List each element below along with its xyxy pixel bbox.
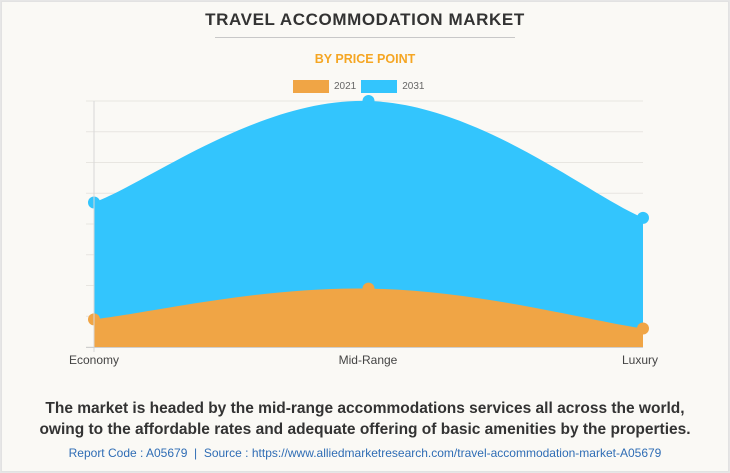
legend-swatch-2021 (293, 79, 329, 93)
chart-subtitle: BY PRICE POINT (314, 52, 416, 66)
source-footer[interactable]: Report Code : A05679 | Source : https://… (68, 446, 662, 460)
x-tick-economy: Economy (68, 353, 120, 367)
data-point-2031[interactable] (637, 211, 649, 224)
title-divider (215, 37, 515, 38)
x-tick-mid-range: Mid-Range (338, 353, 398, 367)
legend-label: 2021 (334, 80, 357, 92)
x-tick-luxury: Luxury (621, 353, 659, 367)
data-point-2031[interactable] (362, 95, 375, 107)
legend-item-2021[interactable]: 2021 (293, 79, 357, 93)
legend: 2021 2031 (293, 79, 430, 93)
legend-item-2031[interactable]: 2031 (361, 79, 425, 93)
legend-label: 2031 (402, 80, 425, 92)
caption-line-1: The market is headed by the mid-range ac… (45, 400, 685, 417)
area-series-2021[interactable] (94, 288, 643, 347)
area-series-2031[interactable] (94, 100, 643, 348)
data-point-2021[interactable] (637, 322, 649, 335)
data-point-2021[interactable] (362, 282, 375, 295)
legend-swatch-2031 (361, 79, 398, 93)
caption-line-2: owing to the affordable rates and adequa… (39, 421, 691, 438)
chart-title: TRAVEL ACCOMMODATION MARKET (205, 10, 525, 29)
chart-caption: The market is headed by the mid-range ac… (0, 398, 730, 440)
